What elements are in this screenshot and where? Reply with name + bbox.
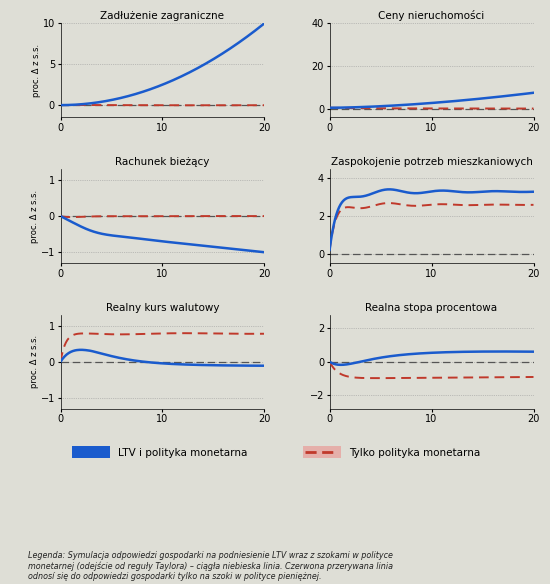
Title: Realny kurs walutowy: Realny kurs walutowy — [106, 303, 219, 312]
Title: Zaspokojenie potrzeb mieszkaniowych: Zaspokojenie potrzeb mieszkaniowych — [331, 157, 532, 167]
Y-axis label: proc. Δ z s.s.: proc. Δ z s.s. — [30, 190, 39, 242]
Text: Tylko polityka monetarna: Tylko polityka monetarna — [349, 448, 481, 458]
Text: Legenda: Symulacja odpowiedzi gospodarki na podniesienie LTV wraz z szokami w po: Legenda: Symulacja odpowiedzi gospodarki… — [28, 551, 393, 581]
Text: LTV i polityka monetarna: LTV i polityka monetarna — [118, 448, 248, 458]
Title: Realna stopa procentowa: Realna stopa procentowa — [366, 303, 498, 312]
Title: Rachunek bieżący: Rachunek bieżący — [116, 157, 210, 167]
Y-axis label: proc. Δ z s.s.: proc. Δ z s.s. — [30, 335, 39, 388]
Title: Zadłużenie zagraniczne: Zadłużenie zagraniczne — [101, 11, 224, 21]
Y-axis label: proc. Δ z s.s.: proc. Δ z s.s. — [32, 44, 41, 97]
Title: Ceny nieruchomości: Ceny nieruchomości — [378, 10, 485, 21]
